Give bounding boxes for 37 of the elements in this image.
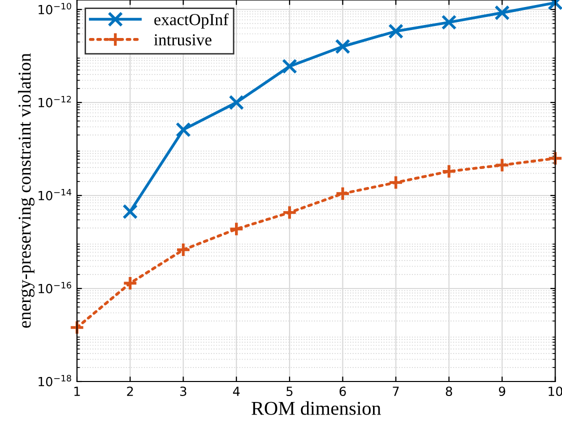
- x-tick-label: 7: [392, 386, 399, 396]
- y-tick-label: 10$^{−14}$: [38, 188, 72, 200]
- point: [494, 5, 510, 20]
- point: [335, 186, 350, 202]
- y-tick-label: 10$^{−12}$: [38, 96, 71, 108]
- point: [228, 221, 244, 237]
- x-axis-title: ROM dimension: [252, 401, 381, 415]
- point: [335, 38, 350, 54]
- legend-label: exactOpInf: [154, 13, 229, 29]
- point: [122, 276, 138, 291]
- x-tick-label: 2: [127, 386, 133, 396]
- point: [282, 58, 298, 74]
- x-tick-label: 4: [233, 386, 240, 396]
- y-tick-label: 10$^{−16}$: [38, 282, 72, 294]
- point: [282, 204, 298, 220]
- x-tick-label: 5: [286, 386, 292, 396]
- y-tick-label: 10$^{−10}$: [38, 2, 72, 14]
- point: [548, 150, 562, 166]
- point: [122, 204, 138, 220]
- x-tick-label: 3: [180, 386, 186, 396]
- point: [441, 164, 457, 180]
- point: [228, 94, 244, 110]
- point: [494, 157, 510, 173]
- x-tick-label: 6: [340, 386, 346, 396]
- y-tick-label: 10$^{−18}$: [38, 374, 72, 386]
- point: [176, 242, 191, 258]
- y-axis-title: energy-preserving constraint violation: [18, 53, 34, 328]
- point: [69, 320, 85, 336]
- legend-label: intrusive: [154, 34, 212, 46]
- point: [388, 24, 404, 39]
- point: [176, 122, 191, 138]
- x-tick-label: 8: [446, 386, 452, 396]
- point: [441, 14, 457, 30]
- x-tick-label: 9: [498, 386, 506, 396]
- x-tick-label: 10: [548, 386, 562, 396]
- x-tick-label: 1: [74, 386, 80, 396]
- point: [388, 174, 404, 190]
